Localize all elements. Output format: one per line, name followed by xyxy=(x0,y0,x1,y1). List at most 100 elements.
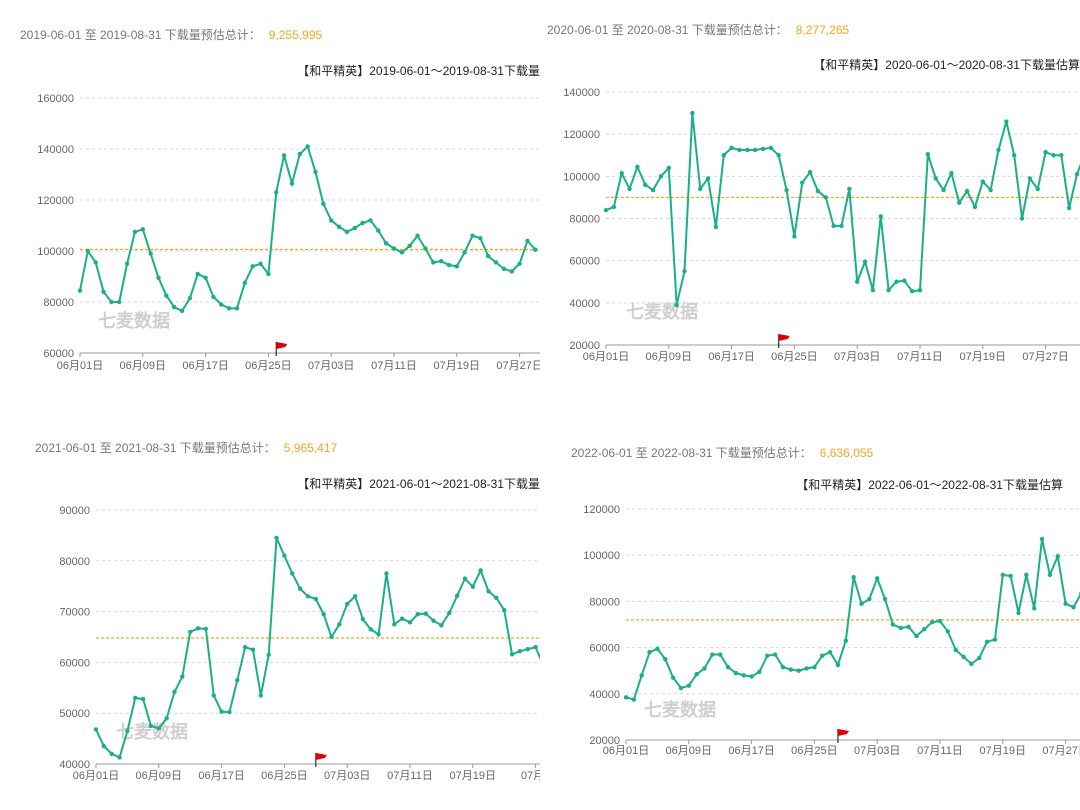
data-point xyxy=(124,261,130,266)
data-point xyxy=(969,661,974,666)
data-point xyxy=(494,595,499,601)
data-point xyxy=(713,224,719,230)
data-point xyxy=(274,535,279,541)
data-point xyxy=(509,652,515,657)
x-tick-label: 06月09日 xyxy=(136,770,182,782)
data-point xyxy=(250,647,256,652)
data-point xyxy=(957,200,962,205)
data-point xyxy=(242,644,248,650)
data-point xyxy=(502,607,507,613)
data-point xyxy=(1012,153,1017,158)
y-tick-label: 80000 xyxy=(43,297,74,309)
x-tick-label: 06月17日 xyxy=(728,745,774,757)
data-point xyxy=(140,227,145,232)
y-tick-label: 60000 xyxy=(43,348,74,360)
y-tick-label: 100000 xyxy=(583,550,620,562)
chart-svg: 【和平精英】2019-06-01～2019-08-31下载量 60000 80000… xyxy=(37,64,540,372)
data-point xyxy=(780,665,786,670)
data-point xyxy=(352,225,357,231)
data-point xyxy=(757,669,762,675)
data-point xyxy=(933,176,938,181)
data-point xyxy=(768,145,774,151)
data-point xyxy=(517,649,523,654)
data-point xyxy=(533,644,538,650)
data-point xyxy=(922,626,927,632)
data-point xyxy=(686,683,691,688)
data-point xyxy=(992,637,998,642)
data-point xyxy=(1016,610,1021,616)
watermark: 七麦数据 xyxy=(98,310,170,331)
data-point xyxy=(525,646,530,652)
data-point xyxy=(1035,186,1040,192)
data-point xyxy=(749,674,754,679)
data-point xyxy=(258,693,264,698)
chart-svg: 【和平精英】2021-06-01～2021-08-31下载量 40000 50000… xyxy=(59,477,540,782)
data-point xyxy=(203,275,208,280)
chart-panel-2022: 2022-06-01 至 2022-08-31 下载量预估总计： 6,636,05… xyxy=(540,420,1080,810)
y-tick-label: 120000 xyxy=(563,129,600,141)
data-point xyxy=(815,188,821,194)
data-point xyxy=(862,259,868,264)
data-point xyxy=(164,293,169,298)
data-point xyxy=(109,299,114,305)
data-point xyxy=(1071,604,1076,610)
data-point xyxy=(886,287,891,293)
data-point xyxy=(843,638,848,643)
y-tick-label: 20000 xyxy=(589,735,620,747)
data-point xyxy=(501,266,507,272)
y-tick-label: 20000 xyxy=(569,340,600,352)
data-point xyxy=(329,634,334,640)
chart-panel-2019: 2019-06-01 至 2019-08-31 下载量预估总计： 9,255,99… xyxy=(0,0,540,405)
x-tick-label: 07月27日 xyxy=(496,360,540,372)
panel-header: 2019-06-01 至 2019-08-31 下载量预估总计： 9,255,99… xyxy=(20,26,322,43)
watermark: 七麦数据 xyxy=(116,721,188,742)
data-point xyxy=(914,633,919,639)
event-flag-icon xyxy=(837,729,849,743)
data-point xyxy=(290,571,295,576)
data-point xyxy=(258,261,263,266)
data-point xyxy=(772,652,778,657)
data-point xyxy=(266,271,271,277)
y-tick-label: 50000 xyxy=(59,708,90,720)
data-point xyxy=(423,611,428,616)
data-point xyxy=(929,619,935,625)
data-point xyxy=(117,299,122,305)
data-point xyxy=(1004,119,1009,124)
data-point xyxy=(392,622,397,627)
data-point xyxy=(894,279,899,284)
data-point xyxy=(148,251,153,256)
data-point xyxy=(945,629,951,634)
panel-header: 2021-06-01 至 2021-08-31 下载量预估总计： 5,965,41… xyxy=(35,439,337,456)
x-tick-label: 07月27日 xyxy=(1042,745,1080,757)
data-point xyxy=(478,236,483,241)
data-point xyxy=(718,652,723,657)
x-tick-label: 07月19日 xyxy=(450,770,496,782)
x-tick-label: 07月11日 xyxy=(917,745,963,757)
data-point xyxy=(1032,606,1037,611)
data-point xyxy=(352,594,358,599)
data-point xyxy=(698,186,703,192)
data-point xyxy=(1074,172,1080,177)
y-tick-label: 80000 xyxy=(589,596,620,608)
data-point xyxy=(1059,153,1064,158)
data-point xyxy=(281,153,287,158)
data-point xyxy=(368,218,373,223)
data-point xyxy=(721,153,726,158)
data-point xyxy=(1019,216,1025,221)
total-value: 5,965,417 xyxy=(283,441,338,455)
data-point xyxy=(447,610,452,616)
data-point xyxy=(906,624,911,630)
data-point xyxy=(470,584,475,589)
data-point xyxy=(898,625,903,631)
data-point xyxy=(745,147,750,153)
data-point xyxy=(1024,572,1029,578)
data-point xyxy=(313,596,318,602)
data-point xyxy=(827,650,833,655)
x-tick-label: 07月19日 xyxy=(434,360,480,372)
chart-title: 【和平精英】2019-06-01～2019-08-31下载量 xyxy=(297,64,540,78)
y-tick-label: 80000 xyxy=(569,214,600,226)
data-point xyxy=(937,618,943,624)
y-tick-label: 60000 xyxy=(589,643,620,655)
data-point xyxy=(235,677,240,683)
data-point xyxy=(132,229,138,235)
